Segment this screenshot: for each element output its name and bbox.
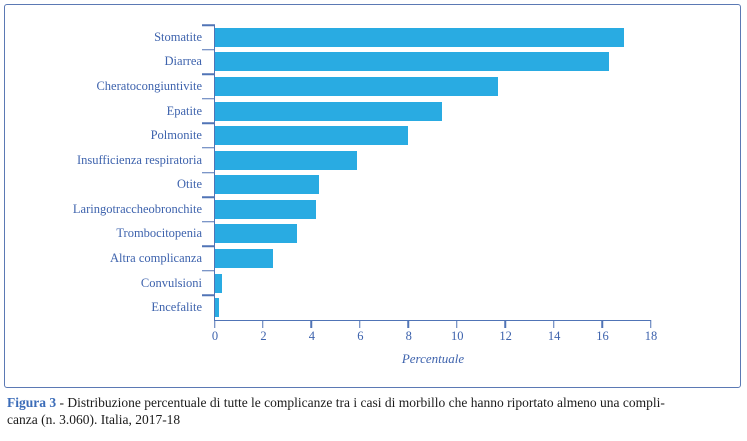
caption-line-2: canza (n. 3.060). Italia, 2017-18 (7, 411, 181, 427)
x-axis-tick (310, 320, 313, 328)
bar (214, 27, 624, 47)
plot-area (201, 24, 652, 328)
x-axis-tick (262, 320, 264, 328)
category-label: Trombocitopenia (116, 226, 202, 241)
category-label: Epatite (166, 103, 202, 118)
bar (214, 224, 297, 244)
bar (214, 175, 319, 195)
x-axis-tick-label: 6 (357, 329, 364, 343)
category-label: Encefalite (151, 300, 202, 315)
category-label: Altra complicanza (110, 250, 202, 265)
bar (214, 126, 409, 146)
x-axis-tick (552, 320, 555, 328)
bar (214, 101, 443, 121)
category-label: Cheratocongiuntivite (96, 78, 202, 93)
x-axis-tick-label: 12 (499, 329, 512, 343)
bar-row (214, 197, 651, 222)
category-label: Stomatite (154, 29, 202, 44)
bar (214, 52, 610, 72)
bar-row (214, 74, 651, 99)
y-axis-tick (201, 48, 215, 51)
x-axis-tick (407, 320, 410, 328)
y-axis-tick (201, 98, 215, 100)
caption-prefix: Figura 3 (7, 395, 57, 410)
y-axis-tick (201, 294, 215, 297)
bar-series (214, 25, 651, 320)
x-axis-title: Percentuale (401, 351, 465, 366)
x-axis-tick (649, 320, 652, 328)
y-axis-tick (201, 270, 215, 272)
bar-row (214, 50, 651, 75)
bar (214, 248, 273, 268)
y-axis-tick (201, 220, 215, 223)
bar (214, 150, 358, 170)
x-axis-tick (213, 320, 216, 328)
caption-line-1: - Distribuzione percentuale di tutte le … (56, 395, 665, 410)
bar-row (214, 25, 651, 50)
y-axis-tick (201, 245, 215, 247)
x-axis-tick (504, 320, 506, 328)
y-axis-tick (201, 73, 215, 75)
bar (214, 273, 222, 293)
y-axis-tick (201, 147, 215, 149)
x-axis-tick-label: 18 (644, 329, 658, 343)
category-label: Diarrea (164, 54, 202, 69)
x-axis-tick (601, 320, 603, 328)
y-axis-tick (201, 24, 215, 26)
x-axis-tick-label: 0 (211, 329, 219, 343)
x-axis-tick (455, 320, 458, 328)
x-axis-tick-label: 10 (450, 329, 464, 343)
category-label: Convulsioni (140, 275, 202, 290)
category-label: Laringotraccheobronchite (72, 201, 202, 216)
bar-row (214, 148, 651, 173)
bar-row (214, 222, 651, 247)
bar-row (214, 271, 651, 296)
bar (214, 298, 220, 318)
category-label: Otite (177, 177, 202, 192)
y-axis-tick (201, 171, 215, 174)
bar (214, 199, 317, 219)
bar-row (214, 99, 651, 124)
figure-caption: Figura 3 - Distribuzione percentuale di … (7, 395, 745, 428)
y-axis-tick (201, 122, 215, 125)
bar (214, 76, 498, 96)
category-label: Polmonite (150, 128, 202, 143)
x-axis-tick-label: 14 (547, 329, 561, 343)
bar-row (214, 246, 651, 271)
x-axis-tick-label: 16 (596, 329, 609, 343)
x-axis-tick-label: 4 (308, 329, 315, 343)
x-axis-tick (359, 320, 361, 328)
bar-row (214, 172, 651, 197)
x-axis-tick-label: 2 (260, 329, 267, 343)
y-axis-tick (201, 196, 215, 198)
y-axis-labels: Stomatite Diarrea Cheratocongiuntivite Epat… (0, 25, 202, 320)
category-label: Insufficienza respiratoria (76, 152, 202, 167)
x-axis-tick-labels: 0 2 4 6 8 10 12 14 16 18 (211, 329, 657, 344)
x-axis-tick-label: 8 (405, 329, 412, 343)
bar-row (214, 295, 651, 320)
bar-row (214, 123, 651, 148)
